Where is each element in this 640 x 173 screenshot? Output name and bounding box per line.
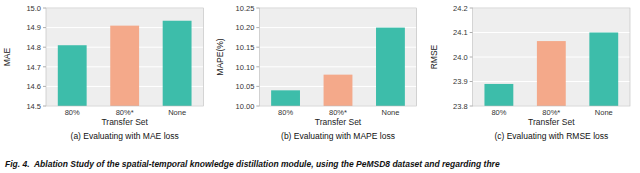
- y-tick-label: 10.00: [236, 102, 255, 111]
- y-tick-label: 10.20: [236, 23, 255, 32]
- bar: [324, 75, 353, 106]
- tick-mark: [470, 32, 473, 33]
- y-tick-label: 23.9: [453, 77, 468, 86]
- x-tick-label: None: [168, 108, 186, 117]
- y-tick-label: 23.8: [453, 102, 468, 111]
- bar: [376, 28, 405, 106]
- bar: [163, 21, 192, 106]
- y-tick-label: 24.0: [453, 53, 468, 62]
- x-tick-label: None: [381, 108, 399, 117]
- bar: [271, 90, 300, 106]
- bar: [589, 33, 618, 107]
- bar: [58, 45, 87, 106]
- subtitle: (a) Evaluating with MAE loss: [71, 131, 179, 141]
- tick-mark: [470, 81, 473, 82]
- tick-mark: [43, 27, 46, 28]
- x-tick-label: 80%: [278, 108, 293, 117]
- y-tick-label: 10.25: [236, 4, 255, 13]
- y-tick-label: 14.8: [26, 43, 41, 52]
- tick-mark: [43, 86, 46, 87]
- bars: [271, 28, 405, 106]
- x-tick-label: 80%*: [116, 108, 134, 117]
- tick-mark: [470, 57, 473, 58]
- x-tick-label: 80%*: [329, 108, 347, 117]
- panel: 10.00 10.05 10.10 10.15 10.20 10.25 80% 80%* Non…: [215, 4, 416, 173]
- y-tick-label: 10.10: [236, 63, 255, 72]
- plot-frame: [259, 8, 416, 106]
- tick-mark: [43, 66, 46, 67]
- x-axis-label: Transfer Set: [528, 117, 575, 127]
- figure: 14.5 14.6 14.7 14.8 14.9 15.0 80% 80%* None Trans…: [0, 0, 640, 173]
- tick-mark: [256, 66, 259, 67]
- bar: [110, 26, 139, 106]
- y-tick-label: 10.05: [236, 82, 255, 91]
- tick-mark: [256, 8, 259, 9]
- x-tick-label: None: [595, 108, 613, 117]
- y-tick-label: 14.9: [26, 23, 41, 32]
- y-axis-label: MAE: [2, 47, 12, 66]
- y-axis-label: RMSE: [429, 44, 439, 69]
- panel: 14.5 14.6 14.7 14.8 14.9 15.0 80% 80%* None Trans…: [2, 4, 203, 173]
- tick-mark: [43, 8, 46, 9]
- y-axis-label: MAPE(%): [215, 38, 225, 75]
- bars: [58, 21, 192, 106]
- y-tick-label: 24.2: [453, 4, 468, 13]
- x-tick-label: 80%*: [542, 108, 560, 117]
- y-tick-label: 14.6: [26, 82, 41, 91]
- subtitle: (b) Evaluating with MAPE loss: [281, 131, 395, 141]
- tick-mark: [470, 8, 473, 9]
- bar: [484, 84, 513, 106]
- caption: Fig. 4. Ablation Study of the spatial-te…: [5, 159, 500, 169]
- x-tick-label: 80%: [65, 108, 80, 117]
- tick-mark: [256, 27, 259, 28]
- y-tick-label: 14.5: [26, 102, 41, 111]
- x-axis-label: Transfer Set: [315, 117, 362, 127]
- y-tick-label: 24.1: [453, 28, 468, 37]
- y-tick-label: 15.0: [26, 4, 41, 13]
- tick-mark: [256, 106, 259, 107]
- x-axis-label: Transfer Set: [101, 117, 148, 127]
- tick-mark: [43, 47, 46, 48]
- y-tick-label: 10.15: [236, 43, 255, 52]
- subtitle: (c) Evaluating with RMSE loss: [494, 131, 608, 141]
- x-tick-label: 80%: [491, 108, 506, 117]
- bars: [484, 33, 618, 107]
- plot-frame: [46, 8, 203, 106]
- bar: [537, 41, 566, 106]
- y-tick-label: 14.7: [26, 63, 41, 72]
- panel: 23.8 23.9 24.0 24.1 24.2 80% 80%* None Transfer …: [429, 4, 630, 173]
- plot-frame: [473, 8, 630, 106]
- tick-mark: [470, 106, 473, 107]
- tick-mark: [256, 86, 259, 87]
- tick-mark: [256, 47, 259, 48]
- tick-mark: [43, 106, 46, 107]
